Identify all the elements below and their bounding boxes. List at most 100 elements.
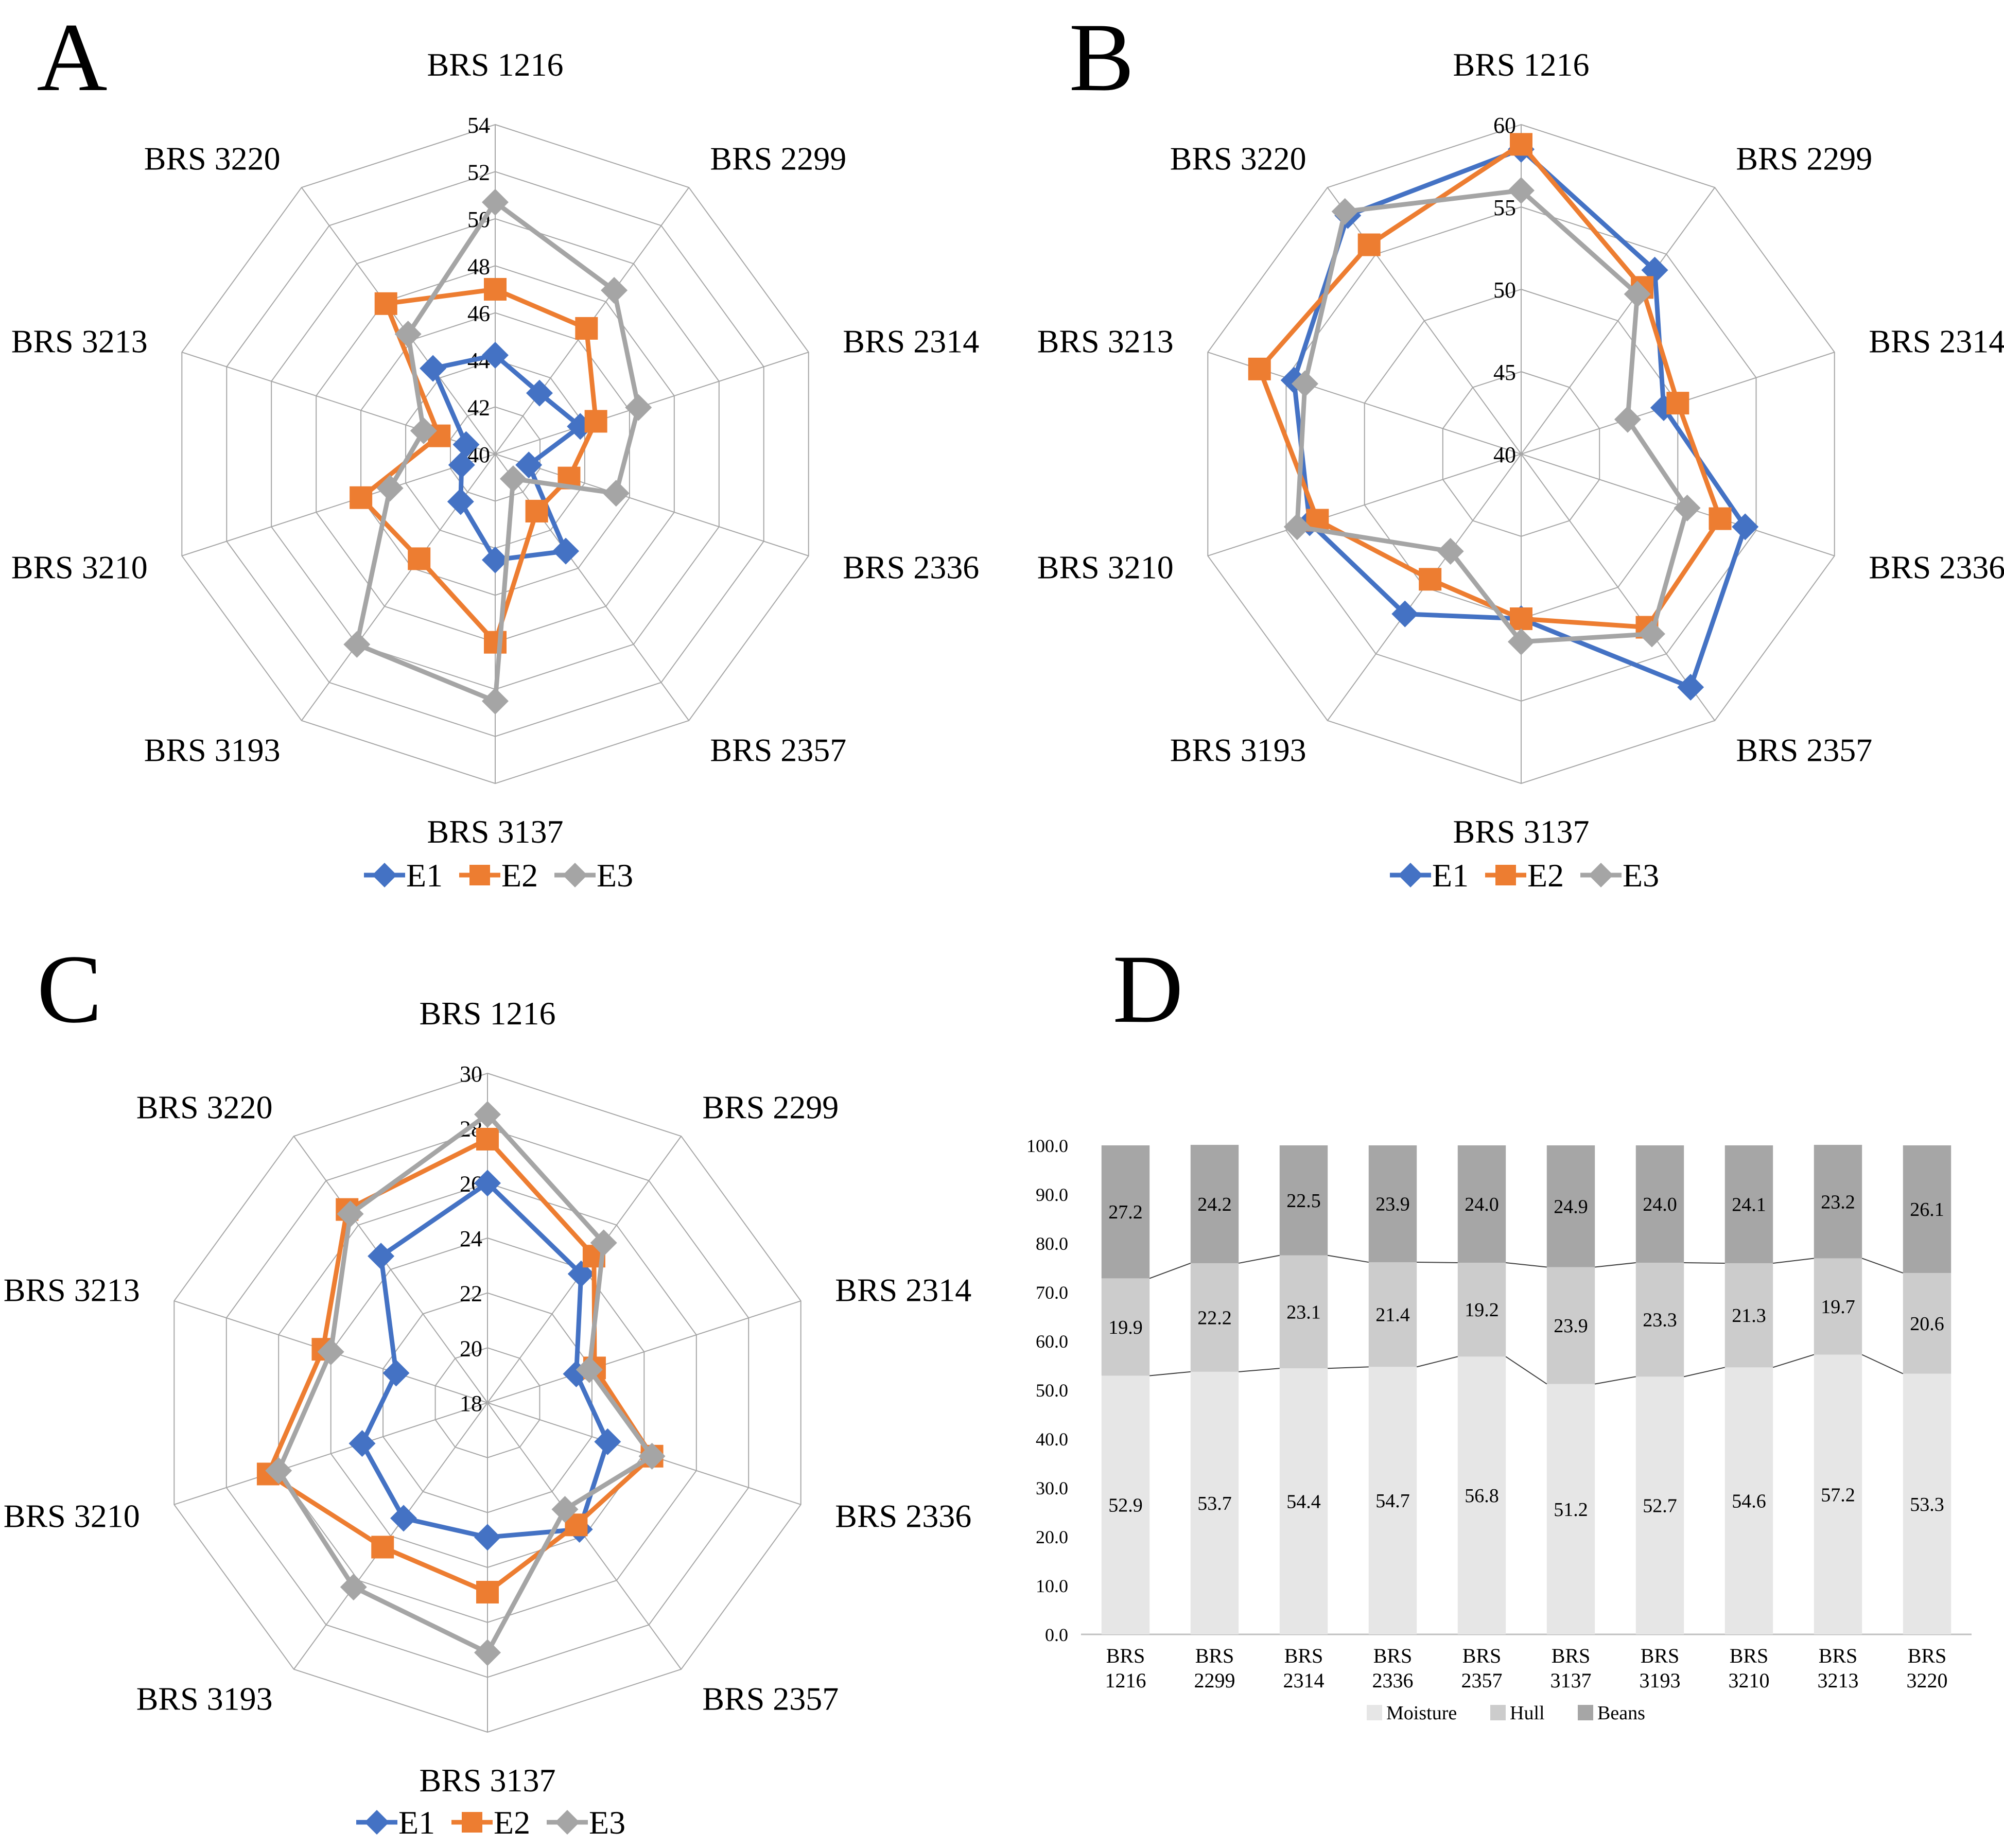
data-point-e3 — [499, 465, 527, 493]
legend-label-e1: E1 — [398, 1804, 435, 1841]
series-connector-line — [1505, 1356, 1547, 1385]
category-label: BRS 2314 — [835, 1272, 971, 1309]
bar-value-label: 19.2 — [1465, 1299, 1499, 1321]
axis-tick-label: 45 — [1493, 360, 1516, 385]
panel-letter: A — [37, 4, 107, 112]
data-point-e1 — [452, 431, 480, 458]
bar-value-label: 52.9 — [1108, 1495, 1143, 1516]
y-tick-label: 10.0 — [1036, 1576, 1068, 1596]
axis-tick-label: 52 — [467, 160, 490, 185]
bar-segment-hull — [1635, 1263, 1684, 1377]
legend: E1 E2 E3 — [364, 857, 633, 894]
data-point-e1 — [382, 1359, 410, 1387]
bar-segment-beans — [1814, 1145, 1862, 1259]
category-label: BRS 2336 — [1869, 549, 2004, 585]
series-connector-line — [1595, 1262, 1636, 1268]
x-tick-label: 2336 — [1372, 1669, 1414, 1692]
axis-tick-label: 18 — [460, 1391, 482, 1416]
grid-spoke — [495, 454, 809, 556]
category-label: BRS 3193 — [144, 731, 281, 768]
data-point-e3 — [482, 188, 509, 216]
data-point-e2 — [408, 547, 431, 570]
axis-tick-label: 22 — [460, 1281, 482, 1306]
legend-marker-e1 — [364, 1810, 389, 1835]
data-point-e1 — [474, 1170, 501, 1197]
bar-value-label: 19.9 — [1108, 1317, 1143, 1338]
y-tick-label: 70.0 — [1036, 1282, 1068, 1303]
category-label: BRS 1216 — [1453, 46, 1590, 83]
x-tick-label: 2314 — [1283, 1669, 1325, 1692]
grid-spoke — [293, 1136, 488, 1403]
data-point-e3 — [601, 276, 628, 304]
series-connector-line — [1861, 1354, 1904, 1374]
bar-segment-beans — [1368, 1145, 1417, 1263]
data-point-e2 — [1510, 133, 1532, 156]
data-point-e1 — [482, 342, 509, 369]
series-connector-line — [1595, 1376, 1636, 1385]
data-point-e1 — [390, 1505, 417, 1532]
category-label: BRS 2357 — [702, 1680, 839, 1717]
grid-spoke — [182, 454, 496, 556]
bar-segment-hull — [1814, 1258, 1862, 1355]
series-connector-line — [1149, 1263, 1191, 1279]
category-label: BRS 3193 — [136, 1680, 273, 1717]
bar-value-label: 24.0 — [1465, 1194, 1499, 1215]
bar-value-label: 21.3 — [1732, 1305, 1766, 1327]
data-point-e1 — [368, 1243, 395, 1270]
legend-label-e2: E2 — [494, 1804, 530, 1841]
data-point-e1 — [594, 1428, 621, 1455]
legend-marker-e1 — [1398, 863, 1423, 887]
category-label: BRS 3193 — [1170, 731, 1306, 768]
data-point-e2 — [584, 410, 607, 433]
bar-value-label: 24.9 — [1554, 1196, 1588, 1217]
bar-value-label: 24.0 — [1643, 1194, 1677, 1215]
category-label: BRS 3210 — [11, 549, 148, 585]
legend-marker-e1 — [372, 863, 397, 887]
bar-value-label: 54.7 — [1375, 1490, 1410, 1512]
data-point-e1 — [1391, 600, 1419, 627]
x-tick-label: 3210 — [1729, 1669, 1770, 1692]
data-point-e1 — [448, 451, 475, 479]
category-label: BRS 2357 — [710, 731, 846, 768]
axis-tick-label: 42 — [467, 395, 490, 421]
data-point-e1 — [420, 355, 447, 382]
data-point-e1 — [1677, 674, 1704, 701]
bar-value-label: 57.2 — [1821, 1484, 1855, 1506]
data-point-e3 — [343, 631, 371, 658]
axis-tick-label: 54 — [467, 113, 490, 138]
bar-segment-moisture — [1635, 1376, 1684, 1634]
bar-segment-moisture — [1724, 1367, 1773, 1634]
category-label: BRS 3210 — [4, 1497, 140, 1534]
legend-marker-e3 — [555, 1810, 580, 1835]
bar-value-label: 24.1 — [1732, 1194, 1766, 1215]
bar-segment-hull — [1724, 1263, 1773, 1368]
data-point-e2 — [371, 1536, 394, 1559]
bar-value-label: 19.7 — [1821, 1296, 1855, 1318]
data-point-e2 — [374, 292, 397, 315]
data-point-e1 — [447, 488, 474, 515]
bar-segment-hull — [1368, 1262, 1417, 1367]
x-tick-label: BRS — [1908, 1644, 1947, 1667]
data-point-e2 — [476, 1581, 499, 1603]
bar-segment-beans — [1635, 1145, 1684, 1263]
legend-marker-e2 — [469, 865, 490, 885]
grid-spoke — [495, 454, 689, 721]
x-tick-label: BRS — [1819, 1644, 1858, 1667]
data-point-e2 — [575, 317, 598, 340]
legend-marker-e3 — [563, 863, 587, 887]
bar-segment-hull — [1190, 1263, 1239, 1372]
data-point-e1 — [1732, 513, 1759, 541]
bar-segment-moisture — [1279, 1368, 1328, 1634]
category-label: BRS 3137 — [1453, 813, 1590, 850]
series-connector-line — [1416, 1356, 1458, 1368]
category-label: BRS 3220 — [144, 141, 281, 177]
data-point-e1 — [348, 1430, 376, 1457]
data-point-e3 — [1508, 628, 1535, 655]
y-tick-label: 60.0 — [1036, 1331, 1068, 1352]
y-tick-label: 0.0 — [1045, 1625, 1068, 1645]
bar-segment-hull — [1903, 1272, 1951, 1374]
bar-segment-hull — [1546, 1267, 1595, 1384]
category-label: BRS 3213 — [1037, 323, 1174, 360]
data-point-e3 — [376, 475, 404, 502]
legend-marker-e2 — [462, 1812, 482, 1833]
